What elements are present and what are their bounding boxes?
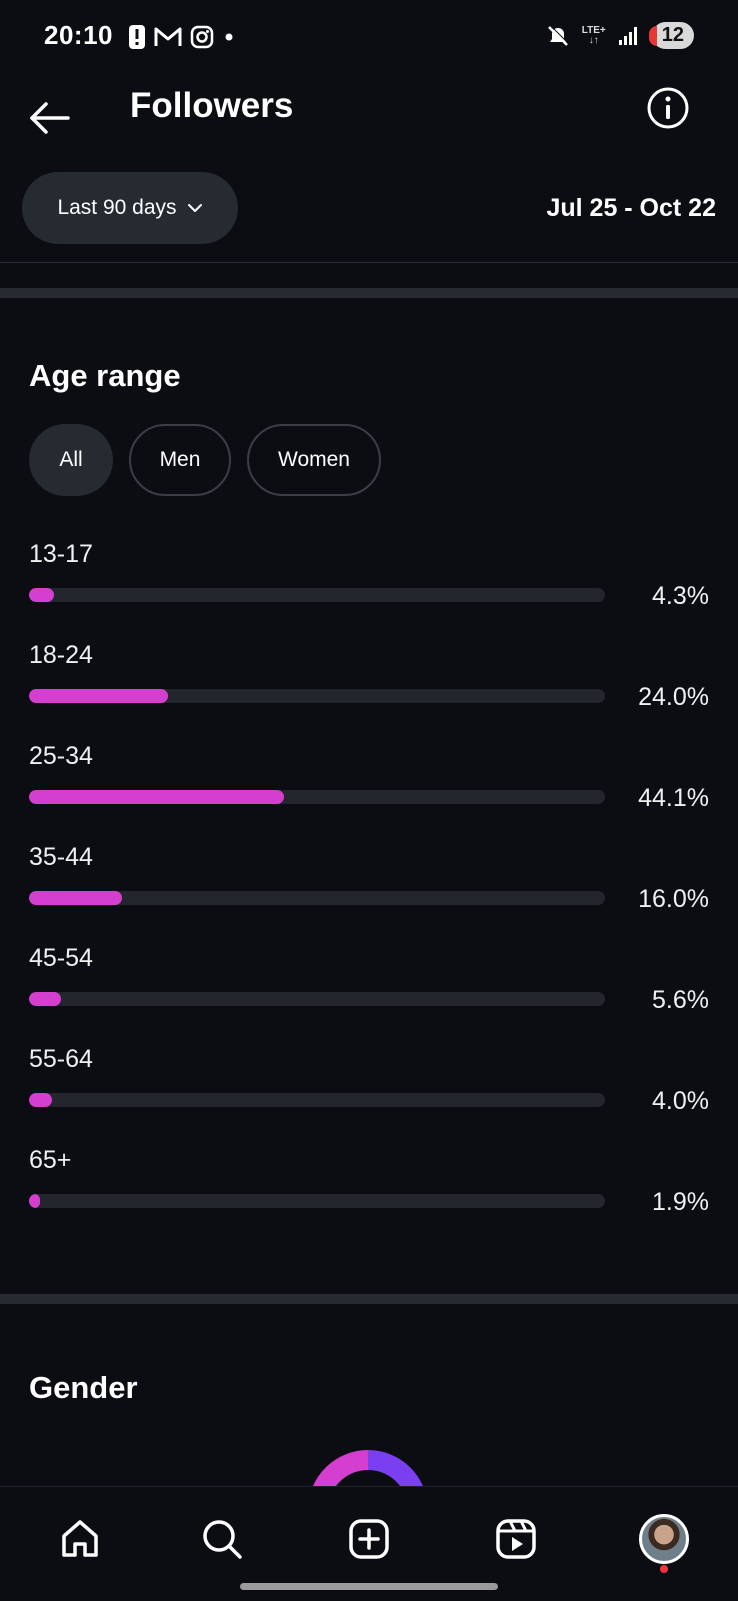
top-app-bar: Followers	[0, 74, 738, 162]
age-label: 18-24	[29, 641, 93, 669]
section-divider	[0, 1294, 738, 1304]
gender-title: Gender	[29, 1370, 138, 1405]
nav-profile[interactable]	[636, 1511, 692, 1573]
status-bar: 20:10 LTE+ ↓↑	[0, 0, 738, 74]
more-notifications-dot-icon	[225, 33, 233, 41]
age-row: 18-24 24.0%	[29, 641, 709, 742]
page-title: Followers	[130, 86, 294, 125]
date-range-text: Jul 25 - Oct 22	[546, 194, 716, 222]
notification-dot	[660, 1565, 668, 1573]
age-bar-fill	[29, 689, 168, 703]
back-arrow-icon[interactable]	[26, 88, 74, 136]
status-notification-icons	[128, 24, 236, 50]
home-indicator	[240, 1583, 498, 1590]
age-bar-track	[29, 790, 605, 804]
age-bar-track	[29, 1093, 605, 1107]
age-bar-fill	[29, 891, 122, 905]
home-icon	[62, 1520, 98, 1557]
age-label: 25-34	[29, 742, 93, 770]
age-bar-track	[29, 891, 605, 905]
status-time: 20:10	[44, 20, 113, 50]
age-percent: 24.0%	[638, 683, 709, 711]
divider	[0, 262, 738, 263]
age-label: 65+	[29, 1146, 72, 1174]
date-range-dropdown[interactable]: Last 90 days	[22, 172, 238, 244]
age-percent: 4.3%	[652, 582, 709, 610]
gender-arc-women	[313, 1450, 369, 1486]
age-row: 25-34 44.1%	[29, 742, 709, 843]
age-row: 35-44 16.0%	[29, 843, 709, 944]
age-percent: 4.0%	[652, 1087, 709, 1115]
status-system-icons: LTE+ ↓↑ 12	[546, 22, 694, 49]
age-percent: 5.6%	[652, 986, 709, 1014]
gmail-icon	[154, 27, 182, 46]
age-bar-fill	[29, 1194, 40, 1208]
info-icon[interactable]	[646, 86, 690, 130]
age-row: 55-64 4.0%	[29, 1045, 709, 1146]
gender-donut-chart	[304, 1446, 432, 1486]
age-row: 13-17 4.3%	[29, 540, 709, 641]
age-label: 55-64	[29, 1045, 93, 1073]
alert-icon	[129, 25, 145, 49]
create-icon	[349, 1519, 389, 1559]
signal-icon	[618, 26, 637, 45]
reels-icon	[496, 1519, 536, 1559]
age-percent: 1.9%	[652, 1188, 709, 1216]
age-percent: 44.1%	[638, 784, 709, 812]
age-bar-fill	[29, 992, 62, 1006]
chip-men[interactable]: Men	[129, 424, 231, 496]
date-range-dropdown-label: Last 90 days	[57, 196, 177, 219]
age-distribution-list: 13-17 4.3% 18-24 24.0% 25-34 44.1% 35-44…	[29, 540, 709, 1247]
mute-icon	[547, 24, 569, 46]
age-bar-track	[29, 689, 605, 703]
age-percent: 16.0%	[638, 885, 709, 913]
age-filter-chips: All Men Women	[29, 424, 381, 496]
gender-arc-men	[367, 1450, 423, 1486]
network-type: LTE+ ↓↑	[581, 24, 606, 46]
age-label: 13-17	[29, 540, 93, 568]
age-bar-fill	[29, 790, 285, 804]
age-bar-fill	[29, 1093, 53, 1107]
nav-search[interactable]	[194, 1511, 250, 1567]
nav-create[interactable]	[341, 1511, 397, 1567]
age-range-title: Age range	[29, 358, 181, 393]
chip-women[interactable]: Women	[247, 424, 381, 496]
bottom-navigation	[0, 1486, 738, 1601]
profile-avatar	[639, 1514, 689, 1564]
nav-reels[interactable]	[488, 1511, 544, 1567]
age-label: 45-54	[29, 944, 93, 972]
age-row: 65+ 1.9%	[29, 1146, 709, 1247]
chip-all[interactable]: All	[29, 424, 113, 496]
search-icon	[203, 1520, 242, 1559]
age-label: 35-44	[29, 843, 93, 871]
instagram-icon	[190, 25, 214, 49]
filter-row: Last 90 days Jul 25 - Oct 22	[0, 172, 738, 262]
age-bar-fill	[29, 588, 54, 602]
age-row: 45-54 5.6%	[29, 944, 709, 1045]
chevron-down-icon	[187, 204, 202, 212]
gender-donut	[313, 1450, 423, 1486]
section-divider	[0, 288, 738, 298]
age-bar-track	[29, 588, 605, 602]
age-bar-track	[29, 992, 605, 1006]
age-bar-track	[29, 1194, 605, 1208]
battery-level: 12	[648, 22, 694, 49]
nav-home[interactable]	[52, 1511, 108, 1567]
